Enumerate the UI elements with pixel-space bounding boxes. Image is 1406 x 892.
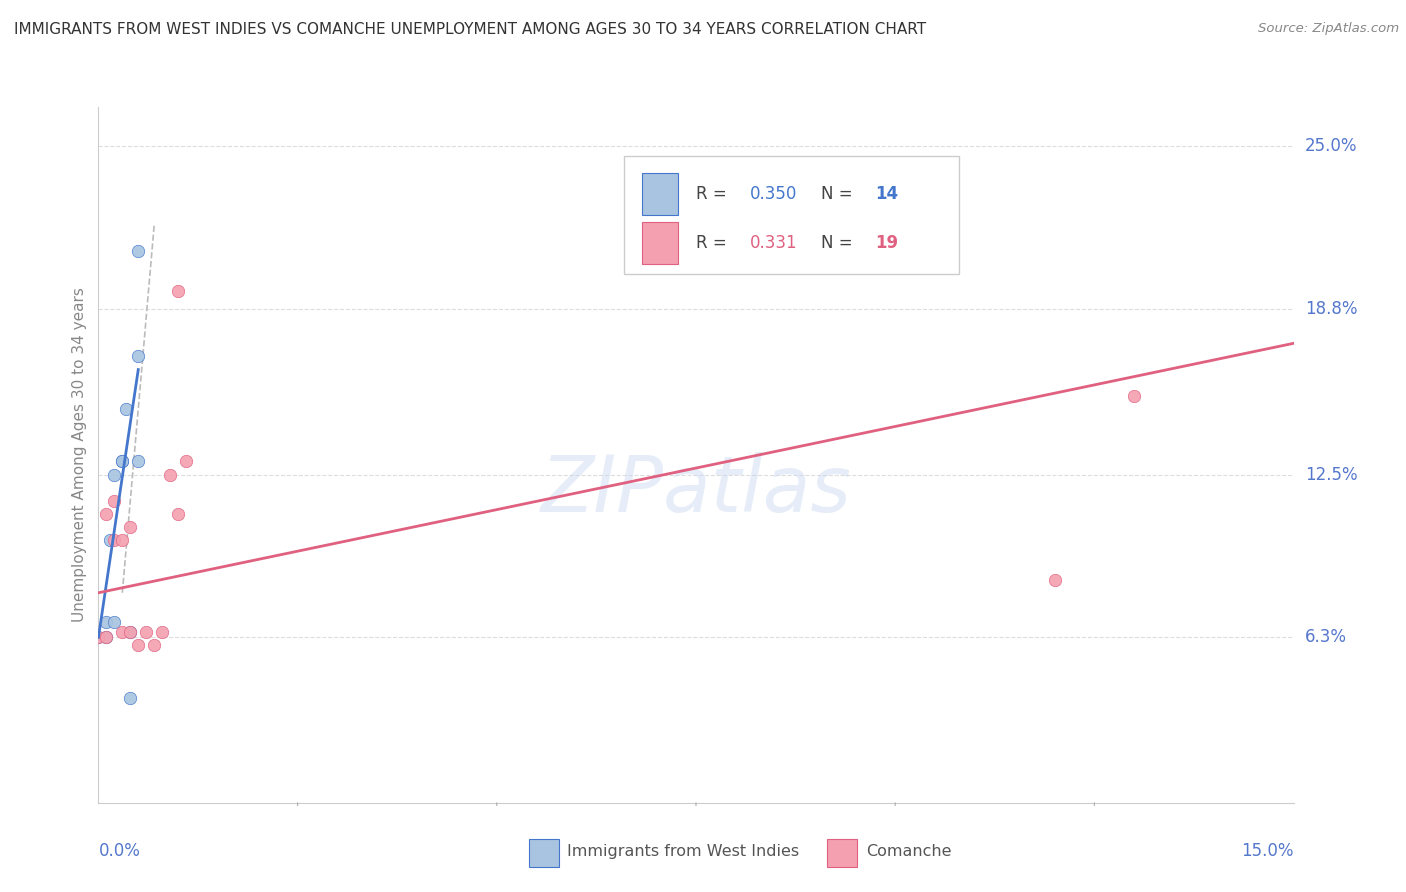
Text: Comanche: Comanche — [866, 844, 952, 859]
Text: 25.0%: 25.0% — [1305, 137, 1357, 155]
Point — [143, 638, 166, 652]
Point — [111, 454, 134, 468]
Point — [127, 454, 149, 468]
Point — [1043, 573, 1066, 587]
Point — [96, 631, 118, 645]
Y-axis label: Unemployment Among Ages 30 to 34 years: Unemployment Among Ages 30 to 34 years — [72, 287, 87, 623]
Point — [115, 401, 138, 416]
Point — [87, 631, 110, 645]
Text: 18.8%: 18.8% — [1305, 301, 1357, 318]
Point — [120, 625, 142, 640]
Text: Immigrants from West Indies: Immigrants from West Indies — [567, 844, 799, 859]
Text: 14: 14 — [875, 185, 898, 203]
Point — [1123, 389, 1146, 403]
Point — [111, 454, 134, 468]
Point — [120, 520, 142, 534]
Text: 0.350: 0.350 — [749, 185, 797, 203]
Point — [120, 625, 142, 640]
Bar — [643, 222, 678, 263]
Text: 6.3%: 6.3% — [1305, 628, 1347, 647]
Point — [127, 638, 149, 652]
Point — [167, 284, 190, 298]
Bar — [827, 839, 858, 867]
Point — [167, 507, 190, 521]
Point — [96, 631, 118, 645]
Point — [135, 625, 157, 640]
Text: 12.5%: 12.5% — [1305, 466, 1357, 483]
Bar — [529, 839, 558, 867]
Text: 0.331: 0.331 — [749, 234, 797, 252]
Point — [98, 533, 122, 548]
Point — [103, 533, 125, 548]
Bar — [643, 173, 678, 215]
Text: 19: 19 — [875, 234, 898, 252]
Text: 15.0%: 15.0% — [1241, 842, 1294, 860]
Point — [111, 533, 134, 548]
Text: IMMIGRANTS FROM WEST INDIES VS COMANCHE UNEMPLOYMENT AMONG AGES 30 TO 34 YEARS C: IMMIGRANTS FROM WEST INDIES VS COMANCHE … — [14, 22, 927, 37]
Text: R =: R = — [696, 234, 733, 252]
Point — [103, 494, 125, 508]
Point — [150, 625, 173, 640]
Point — [174, 454, 197, 468]
Point — [120, 690, 142, 705]
Text: N =: N = — [821, 185, 858, 203]
Text: R =: R = — [696, 185, 733, 203]
Point — [96, 615, 118, 629]
Point — [96, 507, 118, 521]
Point — [159, 467, 181, 482]
Text: 0.0%: 0.0% — [98, 842, 141, 860]
FancyBboxPatch shape — [624, 156, 959, 274]
Point — [111, 625, 134, 640]
Point — [103, 615, 125, 629]
Point — [103, 467, 125, 482]
Text: N =: N = — [821, 234, 858, 252]
Point — [87, 631, 110, 645]
Text: ZIPatlas: ZIPatlas — [540, 451, 852, 528]
Text: Source: ZipAtlas.com: Source: ZipAtlas.com — [1258, 22, 1399, 36]
Point — [127, 244, 149, 259]
Point — [127, 350, 149, 364]
